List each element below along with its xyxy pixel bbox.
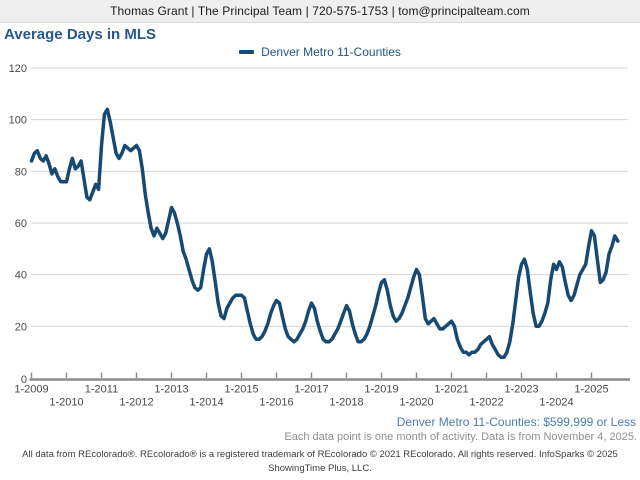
agent-contact-info: Thomas Grant | The Principal Team | 720-… bbox=[110, 4, 530, 18]
x-axis-tick-label: 1-2014 bbox=[189, 397, 223, 409]
page-title: Average Days in MLS bbox=[4, 26, 156, 43]
y-axis-tick-label: 0 bbox=[21, 374, 27, 386]
x-axis-tick-label: 1-2022 bbox=[469, 397, 503, 409]
x-axis-tick-label: 1-2016 bbox=[259, 397, 293, 409]
x-axis-tick-label: 1-2017 bbox=[294, 384, 328, 396]
x-axis-tick-label: 1-2018 bbox=[329, 397, 363, 409]
x-axis-tick-label: 1-2021 bbox=[434, 384, 468, 396]
y-axis-tick-label: 120 bbox=[9, 63, 27, 75]
copyright-line-2: ShowingTime Plus, LLC. bbox=[268, 462, 372, 474]
y-axis-tick-label: 20 bbox=[15, 321, 27, 333]
x-axis-tick-label: 1-2023 bbox=[504, 384, 538, 396]
series-line-denver-metro[interactable] bbox=[29, 107, 620, 360]
x-axis-tick-label: 1-2015 bbox=[224, 384, 258, 396]
y-axis-tick-label: 40 bbox=[15, 270, 27, 282]
legend-label[interactable]: Denver Metro 11-Counties bbox=[261, 45, 401, 59]
y-axis-tick-label: 60 bbox=[15, 218, 27, 230]
x-axis-tick-label: 1-2020 bbox=[399, 397, 433, 409]
copyright-footer: All data from REcolorado®. REcolorado® i… bbox=[18, 448, 622, 476]
x-axis-tick-label: 1-2011 bbox=[85, 384, 118, 396]
chart-legend: Denver Metro 11-Counties bbox=[0, 45, 640, 59]
copyright-line-1: All data from REcolorado®. REcolorado® i… bbox=[22, 449, 618, 460]
header-bar: Thomas Grant | The Principal Team | 720-… bbox=[0, 0, 640, 23]
x-axis-tick-label: 1-2009 bbox=[14, 384, 48, 396]
x-axis-tick-label: 1-2019 bbox=[364, 384, 398, 396]
x-axis-tick-label: 1-2024 bbox=[539, 397, 573, 409]
y-axis-tick-label: 80 bbox=[15, 166, 27, 178]
x-axis-tick-label: 1-2010 bbox=[49, 397, 83, 409]
legend-swatch-icon bbox=[239, 50, 255, 54]
x-axis-tick-label: 1-2025 bbox=[574, 384, 608, 396]
series-filter-annotation: Denver Metro 11-Counties: $599,999 or Le… bbox=[396, 415, 636, 429]
x-axis-tick-label: 1-2013 bbox=[154, 384, 188, 396]
data-note: Each data point is one month of activity… bbox=[284, 431, 637, 443]
y-axis-tick-label: 100 bbox=[9, 115, 27, 127]
x-axis-tick-label: 1-2012 bbox=[119, 397, 153, 409]
